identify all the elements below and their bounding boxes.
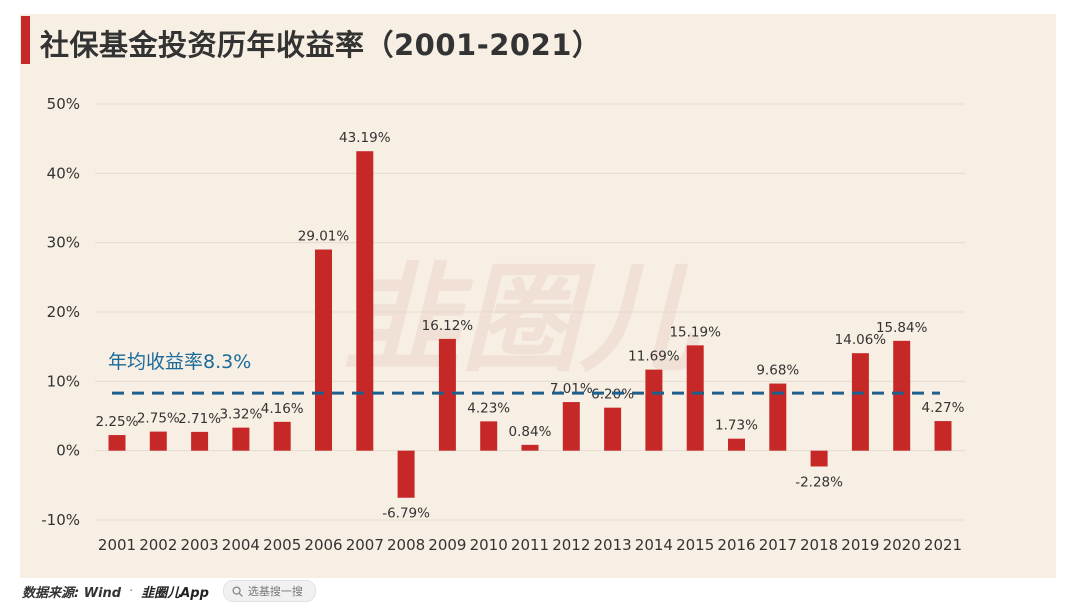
data-label: 7.01%: [550, 381, 593, 397]
footer: 数据来源: Wind · 韭圈儿App 选基搜一搜: [22, 580, 316, 602]
x-tick-label: 2008: [387, 536, 425, 554]
x-tick-label: 2017: [759, 536, 797, 554]
x-tick-label: 2011: [511, 536, 549, 554]
bar: [438, 338, 456, 451]
x-tick-label: 2001: [98, 536, 136, 554]
x-tick-label: 2005: [263, 536, 301, 554]
y-axis-ticks: -10% 0% 10% 20% 30% 40% 50%: [41, 95, 80, 529]
data-label: 3.32%: [219, 407, 262, 423]
x-tick-label: 2002: [139, 536, 177, 554]
x-tick-label: 2014: [635, 536, 673, 554]
bar: [645, 369, 663, 451]
y-tick-label: 30%: [47, 234, 80, 252]
data-label: 14.06%: [835, 332, 887, 348]
y-tick-label: 0%: [56, 442, 80, 460]
bar: [108, 435, 126, 451]
y-tick-label: 10%: [47, 372, 80, 390]
bar: [521, 444, 539, 451]
x-tick-label: 2015: [676, 536, 714, 554]
reference-layer: 年均收益率8.3%: [108, 351, 940, 395]
x-tick-label: 2020: [883, 536, 921, 554]
bar: [480, 421, 498, 451]
y-tick-label: 50%: [47, 95, 80, 113]
x-tick-label: 2010: [470, 536, 508, 554]
bar: [397, 450, 415, 498]
title-accent-bar: [21, 16, 30, 64]
y-tick-label: 20%: [47, 303, 80, 321]
x-tick-label: 2019: [841, 536, 879, 554]
bar: [769, 383, 787, 451]
data-label: 11.69%: [628, 349, 680, 365]
data-label: 4.27%: [922, 400, 965, 416]
source-text: 数据来源: Wind: [22, 585, 122, 601]
data-label: 9.68%: [756, 363, 799, 379]
bar: [851, 353, 869, 451]
bar: [810, 450, 828, 467]
bar: [893, 340, 911, 451]
x-tick-label: 2018: [800, 536, 838, 554]
y-tick-label: 40%: [47, 164, 80, 182]
data-label: 2.71%: [178, 411, 221, 427]
bar: [686, 345, 704, 451]
data-label: 15.19%: [669, 324, 721, 340]
data-label: -2.28%: [795, 474, 843, 490]
bar: [149, 431, 167, 451]
search-box[interactable]: 选基搜一搜: [222, 580, 316, 602]
x-tick-label: 2004: [222, 536, 260, 554]
data-label: 0.84%: [509, 424, 552, 440]
data-label: -6.79%: [382, 506, 430, 522]
x-tick-label: 2012: [552, 536, 590, 554]
data-label: 4.16%: [261, 401, 304, 417]
data-labels-layer: 2.25%2.75%2.71%3.32%4.16% 29.01% 43.19% -6.…: [96, 130, 965, 522]
bar: [191, 431, 209, 451]
x-tick-label: 2021: [924, 536, 962, 554]
watermark-layer: 韭圈儿: [343, 250, 701, 388]
y-tick-label: -10%: [41, 511, 80, 529]
bar: [562, 402, 580, 451]
watermark-text: 韭圈儿: [343, 250, 701, 388]
data-label: 29.01%: [298, 229, 350, 245]
data-label: 2.75%: [137, 411, 180, 427]
x-tick-label: 2006: [304, 536, 342, 554]
data-label: 6.20%: [591, 387, 634, 403]
bar: [315, 249, 332, 451]
brand-name: 韭圈儿App: [141, 585, 209, 601]
bar: [934, 421, 952, 451]
x-tick-label: 2013: [594, 536, 632, 554]
x-tick-label: 2009: [428, 536, 466, 554]
x-tick-label: 2003: [181, 536, 219, 554]
bar: [232, 427, 250, 451]
chart-title: 社保基金投资历年收益率（2001-2021）: [40, 28, 602, 62]
search-placeholder: 选基搜一搜: [247, 585, 303, 598]
bar: [728, 438, 745, 451]
data-label: 16.12%: [422, 318, 474, 334]
bars-layer: [108, 151, 952, 498]
x-axis-ticks: 2001 2002 2003 2004 2005 2006 2007 2008 2009 2010…: [98, 536, 962, 554]
average-label: 年均收益率8.3%: [108, 351, 251, 373]
data-label: 15.84%: [876, 320, 928, 336]
chart-panel: [20, 14, 1056, 578]
bar: [604, 407, 622, 451]
data-label: 4.23%: [467, 400, 510, 416]
search-icon: [232, 585, 243, 597]
bar: [356, 151, 374, 451]
footer-separator: ·: [129, 583, 134, 599]
x-tick-label: 2007: [346, 536, 384, 554]
data-label: 43.19%: [339, 130, 391, 146]
data-label: 1.73%: [715, 418, 758, 434]
x-tick-label: 2016: [717, 536, 755, 554]
grid-layer: [95, 103, 965, 521]
bar: [273, 421, 291, 451]
data-label: 2.25%: [96, 414, 139, 430]
